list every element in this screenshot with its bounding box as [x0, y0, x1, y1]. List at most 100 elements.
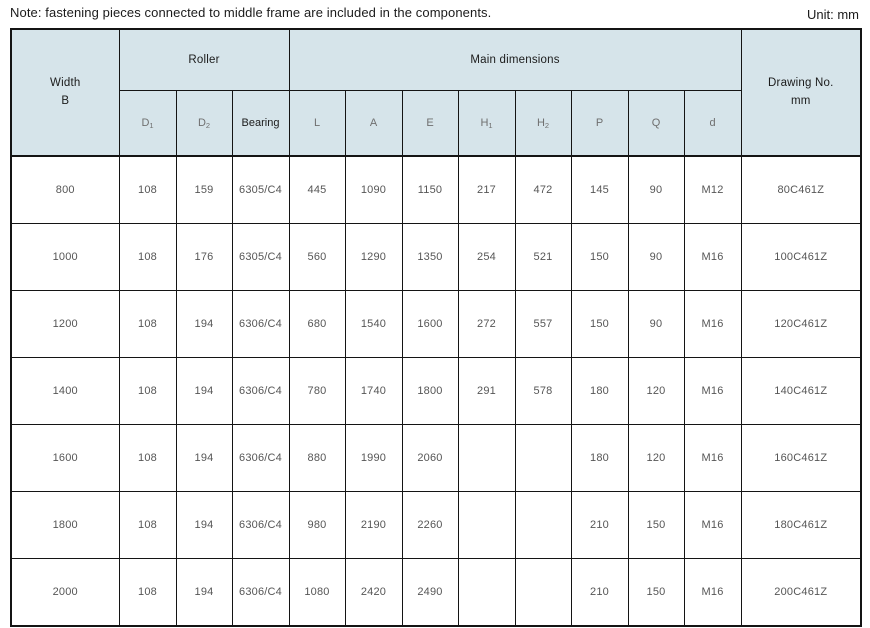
cell-width-b: 2000: [10, 558, 120, 627]
cell-e: 2060: [401, 424, 459, 492]
table-header: Width B Roller Main dimensions Drawing N…: [10, 28, 862, 157]
cell-d2: 194: [175, 491, 233, 559]
cell-d1: 108: [118, 558, 177, 627]
cell-h1: [457, 491, 516, 559]
table-row: 800 108 159 6305/C4 445 1090 1150 217 47…: [10, 155, 862, 224]
header-e: E: [401, 90, 459, 157]
cell-h1: [457, 558, 516, 627]
cell-d2: 194: [175, 357, 233, 425]
cell-drawing-no: 100C461Z: [740, 223, 862, 291]
cell-a: 1290: [344, 223, 403, 291]
header-p: P: [570, 90, 629, 157]
cell-p: 210: [570, 558, 629, 627]
cell-q: 150: [627, 558, 685, 627]
cell-d2: 194: [175, 290, 233, 358]
table-row: 1600 108 194 6306/C4 880 1990 2060 180 1…: [10, 424, 862, 492]
table-row: 1200 108 194 6306/C4 680 1540 1600 272 5…: [10, 290, 862, 358]
cell-e: 1800: [401, 357, 459, 425]
cell-bearing: 6306/C4: [231, 558, 290, 627]
cell-e: 1150: [401, 155, 459, 224]
cell-l: 780: [288, 357, 346, 425]
cell-e: 1600: [401, 290, 459, 358]
cell-p: 145: [570, 155, 629, 224]
cell-d: M16: [683, 491, 742, 559]
header-h2: H2: [514, 90, 572, 157]
cell-d2: 176: [175, 223, 233, 291]
cell-h2: 472: [514, 155, 572, 224]
cell-a: 1990: [344, 424, 403, 492]
cell-d1: 108: [118, 357, 177, 425]
cell-l: 680: [288, 290, 346, 358]
cell-h2: [514, 558, 572, 627]
cell-h1: 272: [457, 290, 516, 358]
cell-p: 210: [570, 491, 629, 559]
table-row: 1000 108 176 6305/C4 560 1290 1350 254 5…: [10, 223, 862, 291]
cell-width-b: 1600: [10, 424, 120, 492]
cell-h2: 521: [514, 223, 572, 291]
cell-width-b: 800: [10, 155, 120, 224]
cell-drawing-no: 120C461Z: [740, 290, 862, 358]
cell-a: 2190: [344, 491, 403, 559]
cell-p: 180: [570, 424, 629, 492]
cell-h2: [514, 424, 572, 492]
table-row: 1400 108 194 6306/C4 780 1740 1800 291 5…: [10, 357, 862, 425]
cell-d: M12: [683, 155, 742, 224]
cell-p: 150: [570, 223, 629, 291]
cell-q: 120: [627, 357, 685, 425]
cell-d2: 194: [175, 424, 233, 492]
header-a: A: [344, 90, 403, 157]
header-d: d: [683, 90, 742, 157]
cell-drawing-no: 180C461Z: [740, 491, 862, 559]
cell-bearing: 6306/C4: [231, 424, 290, 492]
cell-h2: [514, 491, 572, 559]
cell-q: 90: [627, 223, 685, 291]
cell-a: 1090: [344, 155, 403, 224]
cell-l: 560: [288, 223, 346, 291]
cell-width-b: 1000: [10, 223, 120, 291]
cell-h2: 557: [514, 290, 572, 358]
table-body: 800 108 159 6305/C4 445 1090 1150 217 47…: [10, 155, 862, 627]
unit-label: Unit: mm: [807, 7, 859, 22]
header-sub-row: D1 D2 Bearing L A E H1 H2 P Q d: [11, 90, 861, 157]
cell-h1: [457, 424, 516, 492]
cell-e: 2490: [401, 558, 459, 627]
header-roller: Roller: [118, 28, 290, 91]
cell-width-b: 1400: [10, 357, 120, 425]
cell-d1: 108: [118, 290, 177, 358]
cell-bearing: 6306/C4: [231, 290, 290, 358]
header-q: Q: [627, 90, 685, 157]
cell-q: 120: [627, 424, 685, 492]
cell-h1: 291: [457, 357, 516, 425]
header-bearing: Bearing: [231, 90, 290, 157]
cell-bearing: 6305/C4: [231, 155, 290, 224]
cell-l: 880: [288, 424, 346, 492]
cell-bearing: 6306/C4: [231, 357, 290, 425]
table-row: 1800 108 194 6306/C4 980 2190 2260 210 1…: [10, 491, 862, 559]
header-l: L: [288, 90, 346, 157]
cell-l: 980: [288, 491, 346, 559]
cell-h1: 217: [457, 155, 516, 224]
cell-d2: 194: [175, 558, 233, 627]
cell-bearing: 6306/C4: [231, 491, 290, 559]
header-d2: D2: [175, 90, 233, 157]
header-group-row: Width B Roller Main dimensions Drawing N…: [10, 28, 862, 157]
cell-q: 150: [627, 491, 685, 559]
cell-d: M16: [683, 558, 742, 627]
cell-a: 1740: [344, 357, 403, 425]
header-width-b: Width B: [10, 28, 120, 157]
cell-h2: 578: [514, 357, 572, 425]
cell-l: 1080: [288, 558, 346, 627]
header-d1: D1: [118, 90, 177, 157]
cell-d: M16: [683, 424, 742, 492]
cell-d: M16: [683, 290, 742, 358]
cell-width-b: 1800: [10, 491, 120, 559]
cell-a: 2420: [344, 558, 403, 627]
cell-bearing: 6305/C4: [231, 223, 290, 291]
cell-l: 445: [288, 155, 346, 224]
cell-q: 90: [627, 155, 685, 224]
table-row: 2000 108 194 6306/C4 1080 2420 2490 210 …: [10, 558, 862, 627]
cell-e: 1350: [401, 223, 459, 291]
cell-drawing-no: 80C461Z: [740, 155, 862, 224]
header-drawing-no: Drawing No. mm: [740, 28, 862, 157]
cell-e: 2260: [401, 491, 459, 559]
